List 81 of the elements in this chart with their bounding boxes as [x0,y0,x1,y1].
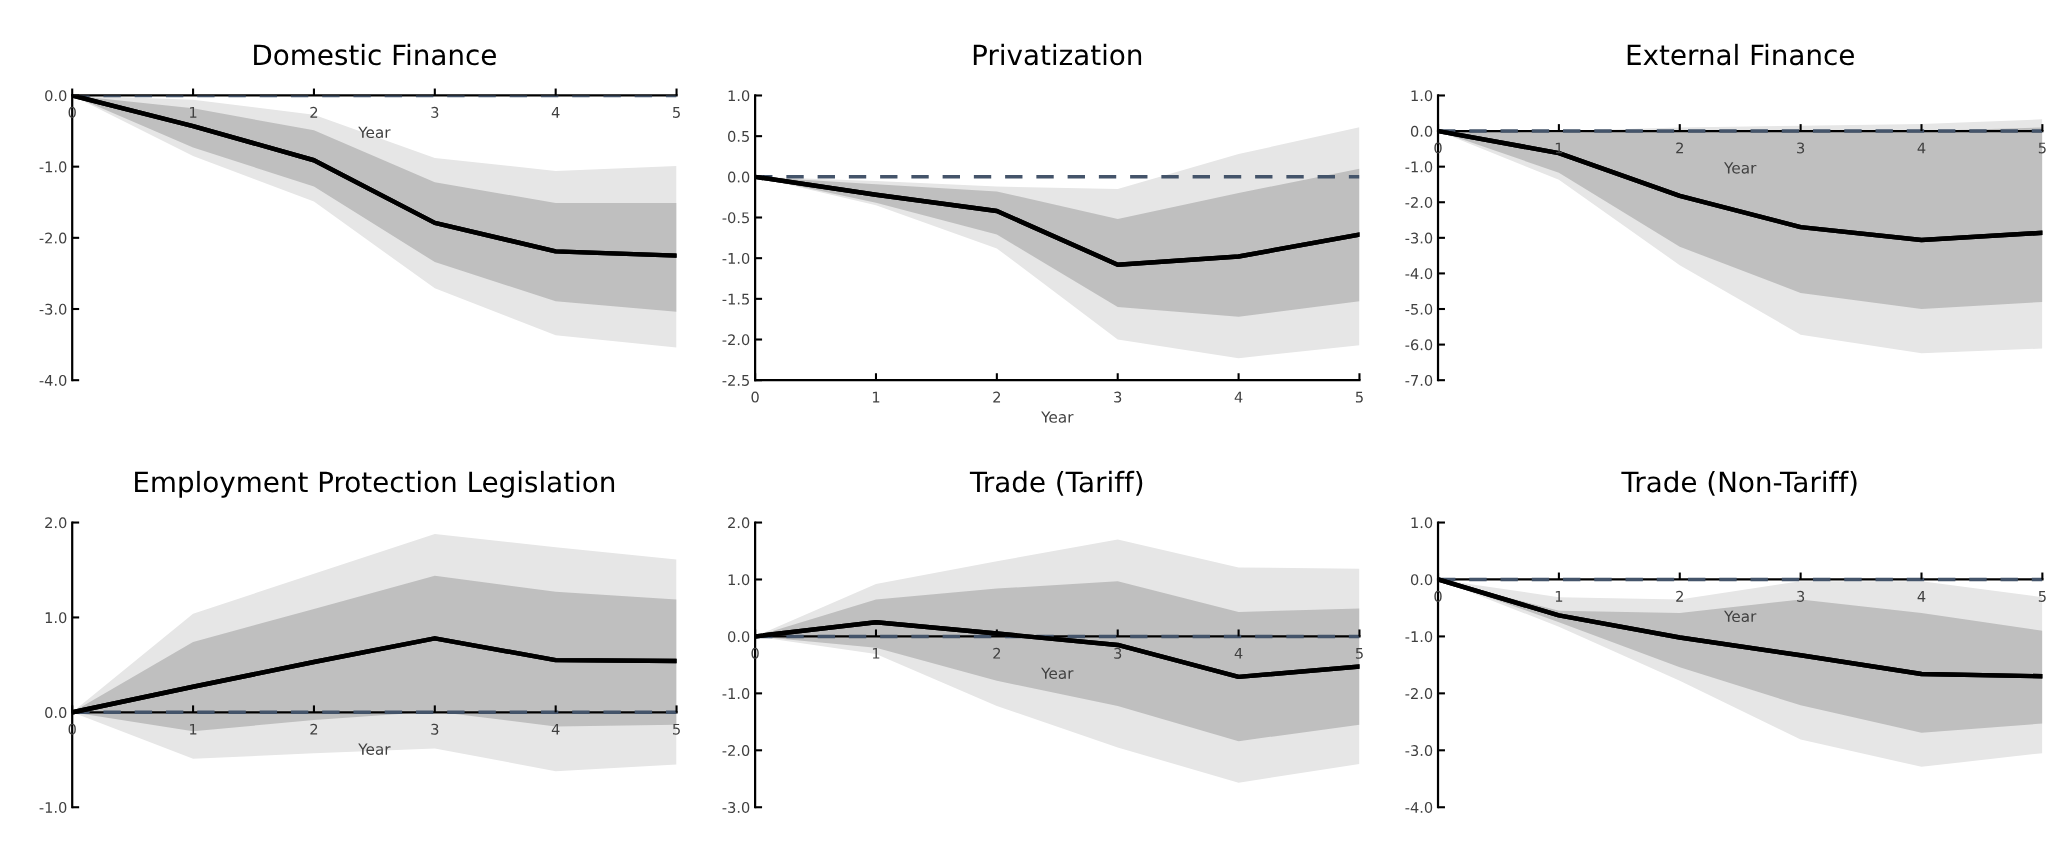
y-tick-label: -1.0 [722,252,750,264]
chart-title: External Finance [1627,43,1854,66]
y-tick-label: 1.0 [728,574,750,586]
x-tick-label: 1 [1555,591,1563,602]
x-tick-label: 2 [993,391,1001,403]
y-tick-label: -4.0 [39,374,67,386]
x-tick-label: 1 [872,391,880,403]
y-tick-label: -1.5 [722,293,749,305]
x-tick-label: 4 [1917,591,1926,602]
x-tick-label: 1 [190,107,197,118]
y-tick-label: 0.0 [1410,125,1433,137]
y-tick-label: -1.0 [722,688,750,700]
x-axis-title: Year [1723,162,1757,174]
y-tick-label: -2.5 [722,374,749,386]
x-tick-label: 2 [993,647,1001,659]
x-tick-label: 2 [310,106,318,118]
y-tick-label: -7.0 [1405,374,1433,386]
x-axis-title: Year [358,743,391,755]
y-tick-label: -2.0 [722,745,750,757]
x-tick-label: 3 [1114,647,1122,659]
chart-title: Trade (Non-Tariff) [1621,470,1857,496]
chart-title: Domestic Finance [254,43,496,66]
chart-title: Employment Protection Legislation [135,470,615,498]
y-tick-label: 0.5 [728,130,749,142]
y-tick-label: -2.0 [1405,688,1433,700]
x-tick-label: 5 [1355,391,1363,403]
x-tick-label: 5 [2038,142,2046,154]
y-tick-label: 2.0 [728,517,750,529]
y-tick-label: 0.0 [728,171,750,183]
y-tick-label: 1.0 [728,90,750,102]
chart-title: Privatization [973,43,1142,66]
x-tick-label: 5 [673,723,680,735]
y-tick-label: 0.0 [1410,574,1433,586]
x-tick-label: 0 [751,391,759,403]
x-tick-label: 4 [1234,391,1243,403]
x-axis-title: Year [1041,411,1074,423]
y-tick-label: -1.0 [1405,161,1433,173]
y-tick-label: -3.0 [1405,232,1433,244]
x-tick-label: 2 [1676,142,1683,154]
y-tick-label: -2.0 [39,232,67,244]
y-tick-label: 2.0 [45,517,67,529]
x-tick-label: 1 [872,647,880,659]
y-tick-label: -6.0 [1405,339,1433,351]
x-axis-title: Year [1041,667,1074,680]
x-tick-label: 3 [1114,391,1122,403]
y-tick-label: 0.0 [45,90,67,102]
x-axis-title: Year [1723,610,1757,623]
y-tick-label: -2.0 [722,334,750,346]
y-tick-label: -3.0 [1405,745,1433,757]
x-tick-label: 3 [431,106,439,118]
y-tick-label: -3.0 [722,801,750,813]
x-tick-label: 4 [551,723,560,735]
y-tick-label: -1.0 [39,801,67,813]
x-tick-label: 2 [1676,590,1683,602]
y-tick-label: 1.0 [1411,90,1433,102]
x-tick-label: 4 [1234,647,1243,659]
x-tick-label: 4 [551,107,560,118]
x-tick-label: 4 [1917,142,1926,154]
x-tick-label: 3 [1797,142,1805,154]
y-tick-label: -1.0 [39,161,67,173]
y-tick-label: -2.0 [1405,196,1433,208]
y-tick-label: 1.0 [1411,517,1433,529]
x-tick-label: 1 [1555,142,1563,154]
chart-title: Trade (Tariff) [969,470,1143,496]
x-axis-title: Year [358,126,391,139]
x-tick-label: 3 [431,723,439,735]
x-tick-label: 3 [1797,590,1805,602]
y-tick-label: -4.0 [1405,801,1433,813]
y-tick-label: 0.0 [45,707,67,719]
y-tick-label: 0.0 [728,631,750,643]
x-tick-label: 5 [1355,647,1363,659]
x-tick-label: 2 [310,723,318,735]
y-tick-label: -1.0 [1405,631,1433,643]
x-tick-label: 5 [673,107,680,118]
y-tick-label: -5.0 [1405,303,1433,315]
y-tick-label: -3.0 [39,303,67,315]
x-tick-label: 1 [190,723,197,735]
x-tick-label: 5 [2038,591,2046,602]
y-tick-label: -4.0 [1405,268,1433,280]
y-tick-label: 1.0 [45,612,67,624]
y-tick-label: -0.5 [722,212,749,224]
